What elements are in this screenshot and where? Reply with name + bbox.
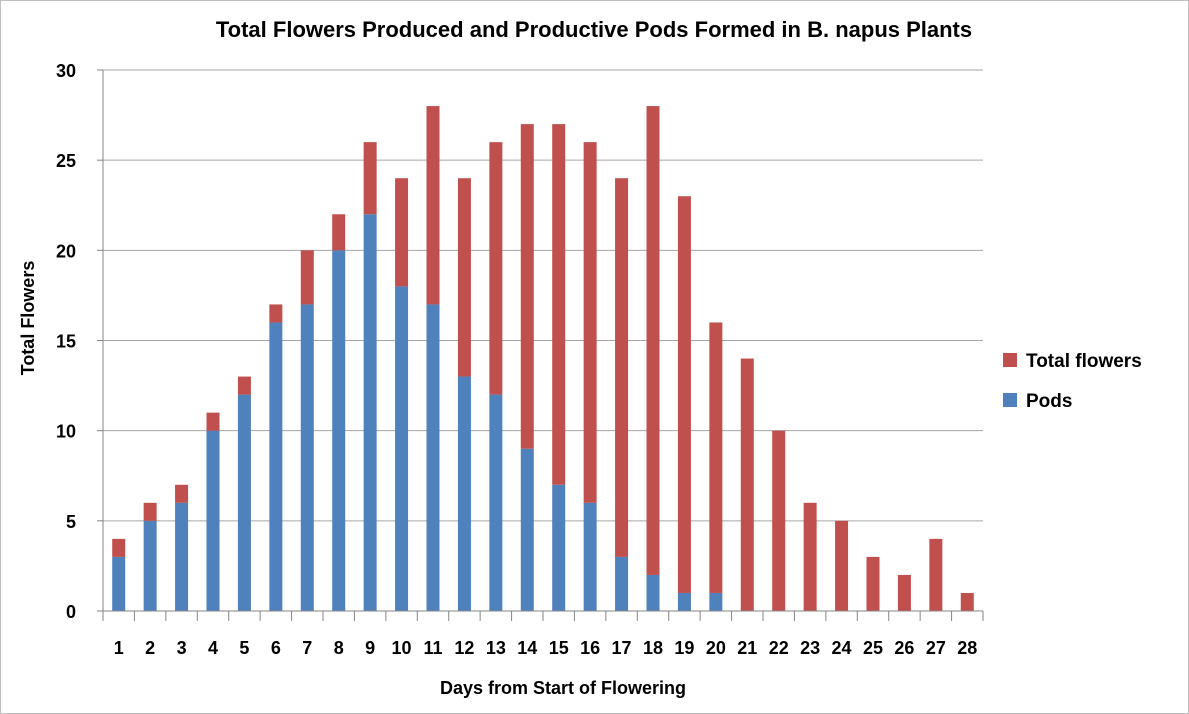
bar-total-flowers xyxy=(269,304,283,323)
bar-total-flowers xyxy=(363,142,377,215)
legend-label: Pods xyxy=(1026,391,1072,412)
x-tick-label: 9 xyxy=(365,638,375,658)
bar-pods xyxy=(426,304,440,611)
x-tick-label: 28 xyxy=(957,638,977,658)
y-tick-label: 15 xyxy=(56,332,76,352)
x-tick-label: 25 xyxy=(863,638,883,658)
bar-total-flowers xyxy=(175,484,189,503)
bar-pods xyxy=(709,592,723,611)
bar-total-flowers xyxy=(206,412,220,431)
x-tick-label: 20 xyxy=(706,638,726,658)
y-tick-label: 30 xyxy=(56,61,76,81)
x-tick-label: 21 xyxy=(737,638,757,658)
y-tick-label: 25 xyxy=(56,151,76,171)
legend: Total flowers Pods xyxy=(1003,351,1142,412)
bar-total-flowers xyxy=(583,142,597,503)
x-tick-label: 16 xyxy=(580,638,600,658)
y-axis-label: Total Flowers xyxy=(18,261,38,376)
bar-pods xyxy=(300,304,314,611)
x-tick-label: 4 xyxy=(208,638,218,658)
bars xyxy=(112,106,974,612)
bar-pods xyxy=(457,376,471,611)
x-tick-label: 27 xyxy=(926,638,946,658)
x-tick-label: 12 xyxy=(454,638,474,658)
bar-pods xyxy=(520,448,534,611)
bar-total-flowers xyxy=(960,592,974,611)
chart-title: Total Flowers Produced and Productive Po… xyxy=(216,17,972,42)
x-tick-label: 24 xyxy=(832,638,852,658)
x-tick-label: 10 xyxy=(392,638,412,658)
y-tick-label: 0 xyxy=(66,602,76,622)
bar-total-flowers xyxy=(143,502,157,521)
x-tick-label: 17 xyxy=(612,638,632,658)
legend-label: Total flowers xyxy=(1026,351,1142,372)
bar-pods xyxy=(237,394,251,611)
bar-total-flowers xyxy=(520,124,534,449)
x-tick-label: 15 xyxy=(549,638,569,658)
bar-total-flowers xyxy=(615,178,629,557)
bar-total-flowers xyxy=(803,502,817,611)
bar-pods xyxy=(646,574,660,611)
y-tick-label: 10 xyxy=(56,422,76,442)
x-tick-label: 3 xyxy=(177,638,187,658)
x-tick-label: 19 xyxy=(674,638,694,658)
bar-pods xyxy=(112,556,126,611)
y-tick-label: 5 xyxy=(66,512,76,532)
bar-total-flowers xyxy=(426,106,440,305)
bar-pods xyxy=(332,250,346,612)
bar-pods xyxy=(552,484,566,611)
gridlines xyxy=(103,69,983,522)
legend-swatch xyxy=(1003,353,1017,367)
bar-pods xyxy=(489,394,503,611)
x-tick-label: 5 xyxy=(239,638,249,658)
bar-pods xyxy=(269,322,283,611)
x-tick-label: 18 xyxy=(643,638,663,658)
x-tick-label: 22 xyxy=(769,638,789,658)
x-tick-labels: 1 2 3 4 5 6 7 8 9 10 11 12 13 14 15 16 17 18 19 20 21 22 23 24 2… xyxy=(114,638,978,658)
bar-total-flowers xyxy=(457,178,471,377)
bar-total-flowers xyxy=(237,376,251,395)
bar-pods xyxy=(583,502,597,611)
axes xyxy=(97,69,984,621)
x-tick-label: 14 xyxy=(517,638,537,658)
bar-total-flowers xyxy=(866,556,880,611)
bar-total-flowers xyxy=(929,538,943,611)
bar-total-flowers xyxy=(332,214,346,251)
bar-total-flowers xyxy=(677,196,691,593)
bar-total-flowers xyxy=(395,178,409,287)
bar-total-flowers xyxy=(709,322,723,593)
bar-pods xyxy=(395,286,409,611)
x-tick-label: 23 xyxy=(800,638,820,658)
bar-pods xyxy=(677,592,691,611)
x-tick-label: 13 xyxy=(486,638,506,658)
bar-pods xyxy=(206,430,220,611)
bar-total-flowers xyxy=(489,142,503,395)
bar-total-flowers xyxy=(897,574,911,611)
legend-swatch xyxy=(1003,393,1017,407)
x-axis-label: Days from Start of Flowering xyxy=(440,678,686,698)
bar-total-flowers xyxy=(646,106,660,575)
x-tick-label: 26 xyxy=(894,638,914,658)
bar-total-flowers xyxy=(772,430,786,611)
x-tick-label: 2 xyxy=(145,638,155,658)
y-tick-labels: 0 5 10 15 20 25 30 xyxy=(56,61,76,622)
x-tick-label: 11 xyxy=(423,638,442,658)
bar-pods xyxy=(615,556,629,611)
bar-pods xyxy=(363,214,377,611)
y-tick-label: 20 xyxy=(56,241,76,261)
bar-pods xyxy=(175,502,189,611)
bar-total-flowers xyxy=(740,358,754,611)
x-tick-label: 6 xyxy=(271,638,281,658)
x-tick-label: 1 xyxy=(114,638,124,658)
bar-total-flowers xyxy=(835,520,849,611)
bar-total-flowers xyxy=(300,250,314,305)
x-tick-label: 8 xyxy=(334,638,344,658)
x-tick-label: 7 xyxy=(302,638,312,658)
bar-pods xyxy=(143,520,157,611)
bar-total-flowers xyxy=(552,124,566,485)
bar-total-flowers xyxy=(112,538,126,557)
